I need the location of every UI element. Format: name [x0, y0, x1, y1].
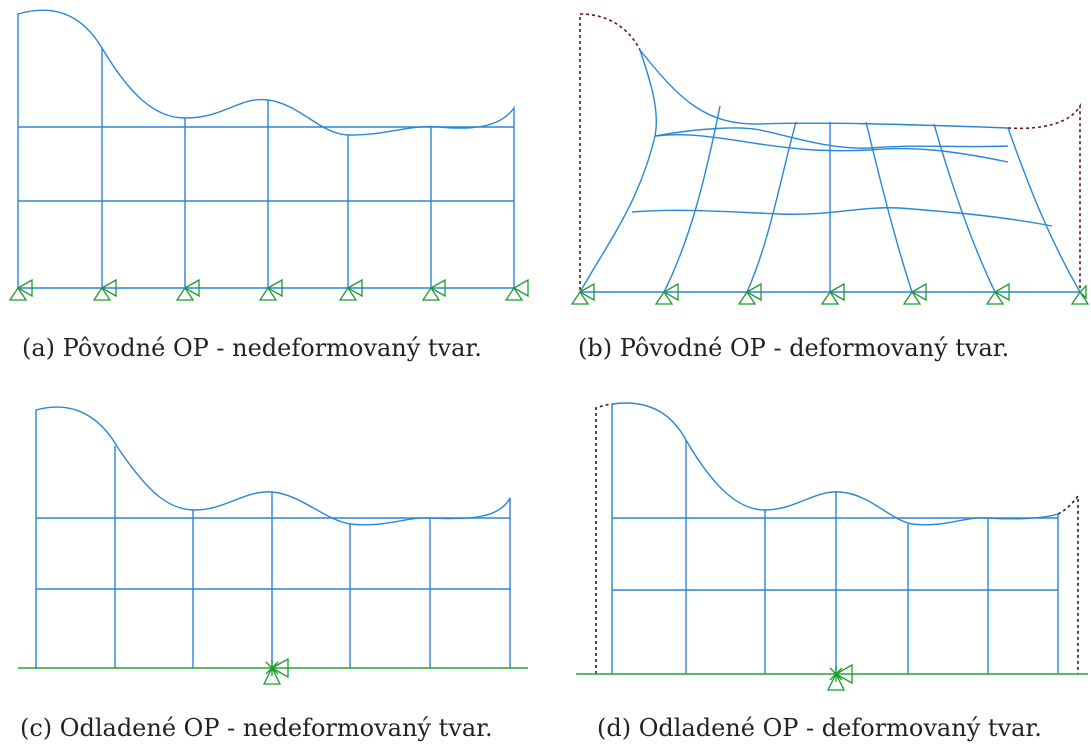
support-pin-icon: [504, 278, 529, 301]
panel-b-hline-2: [631, 207, 1053, 227]
panel-b-supports: [570, 282, 1090, 305]
caption-c: (c) Odladené OP - nedeformovaný tvar.: [20, 714, 493, 742]
panel-d-top-curve: [611, 402, 1059, 674]
panel-b-original-outline-right: [1007, 102, 1081, 290]
support-fixed-icon: [826, 663, 853, 691]
support-pin-icon: [258, 278, 283, 301]
panel-b-hline-1: [654, 127, 1009, 149]
panel-b-vline-1: [579, 49, 658, 293]
panel-d-original-outline-right: [1057, 493, 1079, 674]
support-fixed-icon: [262, 657, 289, 685]
caption-a: (a) Pôvodné OP - nedeformovaný tvar.: [22, 334, 482, 362]
support-pin-icon: [654, 282, 679, 305]
panel-d: (d) Odladené OP - deformovaný tvar.: [576, 402, 1088, 742]
panel-c-top-curve: [35, 406, 511, 668]
caption-b: (b) Pôvodné OP - deformovaný tvar.: [578, 334, 1009, 362]
panel-b-top-curve: [639, 49, 1009, 129]
panel-c: (c) Odladené OP - nedeformovaný tvar.: [18, 406, 528, 742]
panel-a: (a) Pôvodné OP - nedeformovaný tvar.: [8, 9, 529, 362]
panel-b-vline-3: [746, 121, 797, 293]
panel-a-supports: [8, 278, 529, 301]
support-pin-icon: [902, 282, 927, 305]
support-pin-icon: [570, 282, 595, 305]
panel-b-hline-1b: [654, 134, 1009, 163]
panel-a-top-curve: [17, 9, 515, 288]
support-pin-icon: [737, 282, 762, 305]
panel-b-vline-7: [1007, 127, 1081, 293]
support-pin-icon: [421, 278, 446, 301]
support-pin-icon: [985, 282, 1010, 305]
support-pin-icon: [1070, 284, 1090, 305]
panel-b: (b) Pôvodné OP - deformovaný tvar.: [570, 13, 1090, 362]
support-pin-icon: [820, 282, 845, 305]
caption-d: (d) Odladené OP - deformovaný tvar.: [597, 714, 1042, 742]
support-pin-icon: [8, 278, 33, 301]
panel-b-vline-2: [663, 105, 721, 293]
panel-b-vline-5: [865, 121, 913, 293]
panel-b-original-outline-left: [579, 13, 641, 290]
support-pin-icon: [92, 278, 117, 301]
panel-b-vline-6: [933, 123, 996, 293]
support-pin-icon: [175, 278, 200, 301]
support-pin-icon: [338, 278, 363, 301]
